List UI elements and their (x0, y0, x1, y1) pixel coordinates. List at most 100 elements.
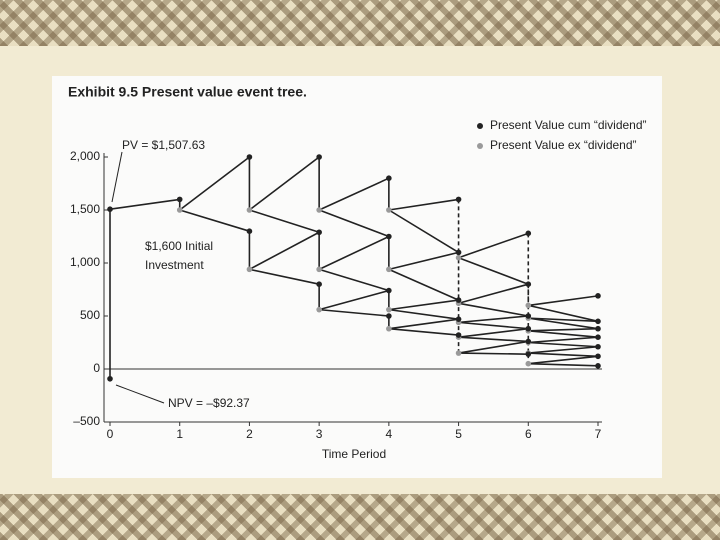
x-tick-label: 2 (246, 427, 253, 441)
chart-title: Exhibit 9.5 Present value event tree. (68, 84, 307, 100)
tree-edge (109, 198, 180, 210)
cum-dividend-point (595, 343, 601, 350)
tree-edge (249, 268, 320, 285)
cum-dividend-point (246, 228, 253, 234)
cum-dividend-point (595, 318, 601, 325)
tree-edge (318, 289, 390, 311)
tree-edge (319, 308, 389, 317)
tree-edge (458, 321, 529, 330)
cum-dividend-point (455, 316, 462, 322)
tree-edge (318, 268, 390, 292)
cum-dividend-point (176, 196, 183, 203)
tree-edge (528, 327, 599, 332)
cum-dividend-point (455, 297, 462, 303)
ex-dividend-point (386, 325, 392, 332)
tree-edge (528, 355, 599, 365)
cum-dividend-point (595, 353, 601, 360)
investment-annotation: Investment (145, 258, 204, 272)
tree-edge (388, 318, 459, 330)
legend-label: Present Value ex “dividend” (490, 138, 637, 152)
decorative-border (0, 0, 720, 46)
tree-edge (248, 156, 320, 211)
ex-dividend-point (386, 306, 392, 313)
legend-label: Present Value cum “dividend” (490, 118, 647, 132)
cum-dividend-point (455, 332, 462, 338)
tree-edge (458, 283, 529, 305)
tree-edge (528, 330, 599, 338)
ex-dividend-point (455, 350, 462, 356)
tree-edge (458, 256, 529, 285)
tree-edge (388, 251, 459, 271)
tree-edge (388, 327, 459, 336)
ex-dividend-point (316, 306, 322, 313)
ex-dividend-point (176, 207, 183, 213)
tree-edge (249, 209, 320, 234)
pv-arrow (111, 151, 123, 203)
npv-annotation: NPV = –$92.37 (168, 396, 250, 410)
tree-edge (528, 341, 599, 348)
cum-dividend-point (246, 154, 253, 160)
x-tick-label: 1 (176, 427, 183, 441)
tree-edge (528, 362, 599, 367)
x-axis-label: Time Period (322, 447, 386, 461)
tree-edge (388, 209, 459, 254)
exhibit-panel (52, 76, 662, 478)
tree-edge (528, 336, 599, 344)
cum-dividend-point (386, 233, 392, 240)
ex-dividend-point (316, 207, 322, 213)
tree-edge (318, 177, 390, 211)
cum-dividend-point (316, 229, 322, 236)
legend-marker (477, 123, 483, 129)
tree-edge (179, 156, 250, 211)
tree-edge (458, 315, 529, 324)
cum-dividend-point (525, 313, 532, 319)
cum-dividend-point (525, 325, 532, 332)
legend-marker (477, 143, 483, 149)
cum-dividend-point (386, 313, 392, 319)
ex-dividend-point (246, 207, 253, 213)
tree-edge (458, 302, 529, 317)
ex-dividend-point (246, 266, 253, 273)
tree-edge (528, 317, 599, 330)
cum-dividend-point (455, 196, 462, 203)
cum-dividend-point (595, 293, 601, 299)
x-tick-label: 7 (595, 427, 602, 441)
cum-dividend-point (525, 351, 532, 357)
y-tick-label: 1,000 (70, 255, 100, 269)
x-tick-label: 4 (386, 427, 393, 441)
investment-annotation: $1,600 Initial (145, 239, 213, 253)
ex-dividend-point (386, 266, 392, 273)
tree-edge (528, 317, 599, 323)
tree-edge (318, 209, 390, 238)
tree-edge (388, 299, 459, 311)
ex-dividend-point (316, 266, 322, 273)
cum-dividend-point (525, 230, 532, 237)
ex-dividend-point (455, 254, 462, 261)
cum-dividend-point (386, 175, 392, 181)
pv-point (107, 206, 113, 212)
tree-edge (528, 295, 599, 307)
tree-edge (458, 232, 529, 259)
y-tick-label: 2,000 (70, 149, 100, 163)
tree-edge (249, 231, 320, 271)
pv-annotation: PV = $1,507.63 (122, 138, 205, 152)
cum-dividend-point (525, 281, 532, 288)
tree-edge (458, 327, 529, 338)
x-tick-label: 0 (107, 427, 114, 441)
tree-edge (528, 352, 599, 358)
tree-edge (528, 345, 599, 354)
npv-point (107, 375, 113, 382)
cum-dividend-point (595, 363, 601, 369)
x-tick-label: 5 (455, 427, 462, 441)
cum-dividend-point (386, 287, 392, 294)
tree-edge (458, 340, 529, 354)
tree-edge (458, 352, 529, 355)
tree-edge (388, 268, 459, 301)
cum-dividend-point (595, 334, 601, 341)
cum-dividend-point (595, 325, 601, 332)
x-tick-label: 3 (316, 427, 323, 441)
tree-edge (179, 209, 250, 232)
y-tick-label: –500 (73, 414, 100, 428)
